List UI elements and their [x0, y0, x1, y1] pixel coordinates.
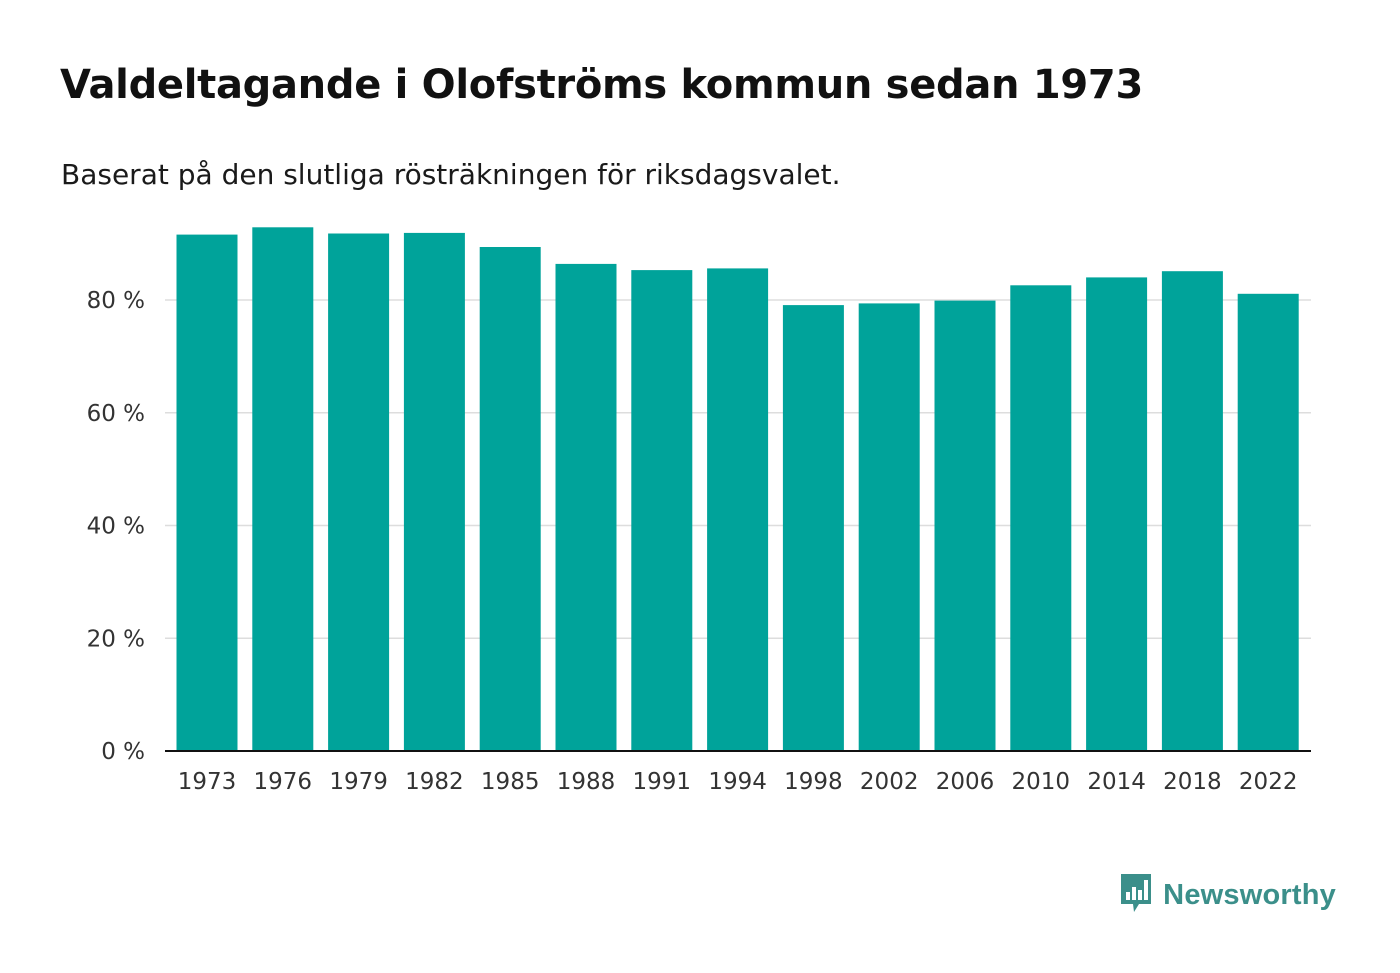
- x-tick-label: 1988: [557, 769, 616, 795]
- y-tick-label: 20 %: [87, 626, 145, 652]
- chart-subtitle: Baserat på den slutliga rösträkningen fö…: [61, 158, 841, 191]
- x-tick-label: 2006: [936, 769, 995, 795]
- bar-1988: [555, 263, 617, 751]
- newsworthy-brand-name: Newsworthy: [1163, 878, 1336, 911]
- x-tick-label: 2010: [1012, 769, 1071, 795]
- bar-1976: [252, 227, 314, 752]
- x-tick-label: 1973: [178, 769, 237, 795]
- bar-1985: [479, 247, 541, 751]
- x-tick-label: 2022: [1239, 769, 1298, 795]
- bar-1994: [707, 268, 769, 751]
- y-tick-label: 0 %: [101, 739, 145, 765]
- bar-2010: [1010, 285, 1072, 751]
- bar-1973: [176, 234, 238, 752]
- newsworthy-brand: Newsworthy: [1119, 872, 1336, 918]
- y-tick-label: 40 %: [87, 514, 145, 540]
- bar-2006: [934, 300, 996, 751]
- bar-2014: [1086, 277, 1148, 751]
- y-tick-label: 80 %: [87, 288, 145, 314]
- x-tick-label: 1985: [481, 769, 540, 795]
- newsworthy-logo-icon: [1119, 872, 1153, 918]
- x-tick-label: 1976: [254, 769, 313, 795]
- x-tick-label: 1991: [633, 769, 692, 795]
- bar-1998: [782, 305, 844, 751]
- bar-2022: [1237, 293, 1299, 751]
- x-tick-label: 2014: [1087, 769, 1146, 795]
- bar-2002: [858, 303, 920, 751]
- x-tick-label: 1982: [405, 769, 464, 795]
- bars: [176, 227, 1299, 752]
- bar-1991: [631, 270, 693, 751]
- x-tick-label: 2018: [1163, 769, 1222, 795]
- x-tick-label: 2002: [860, 769, 919, 795]
- tick-labels: 0 % 20 % 40 % 60 % 80 % 1973 1976 1979 1982 1985 1…: [87, 288, 1298, 795]
- x-tick-label: 1994: [708, 769, 767, 795]
- bar-1979: [328, 233, 390, 751]
- x-tick-label: 1998: [784, 769, 843, 795]
- bar-1982: [403, 232, 465, 751]
- y-tick-label: 60 %: [87, 401, 145, 427]
- x-tick-label: 1979: [329, 769, 388, 795]
- chart-title: Valdeltagande i Olofströms kommun sedan …: [60, 62, 1143, 108]
- bar-2018: [1161, 271, 1223, 751]
